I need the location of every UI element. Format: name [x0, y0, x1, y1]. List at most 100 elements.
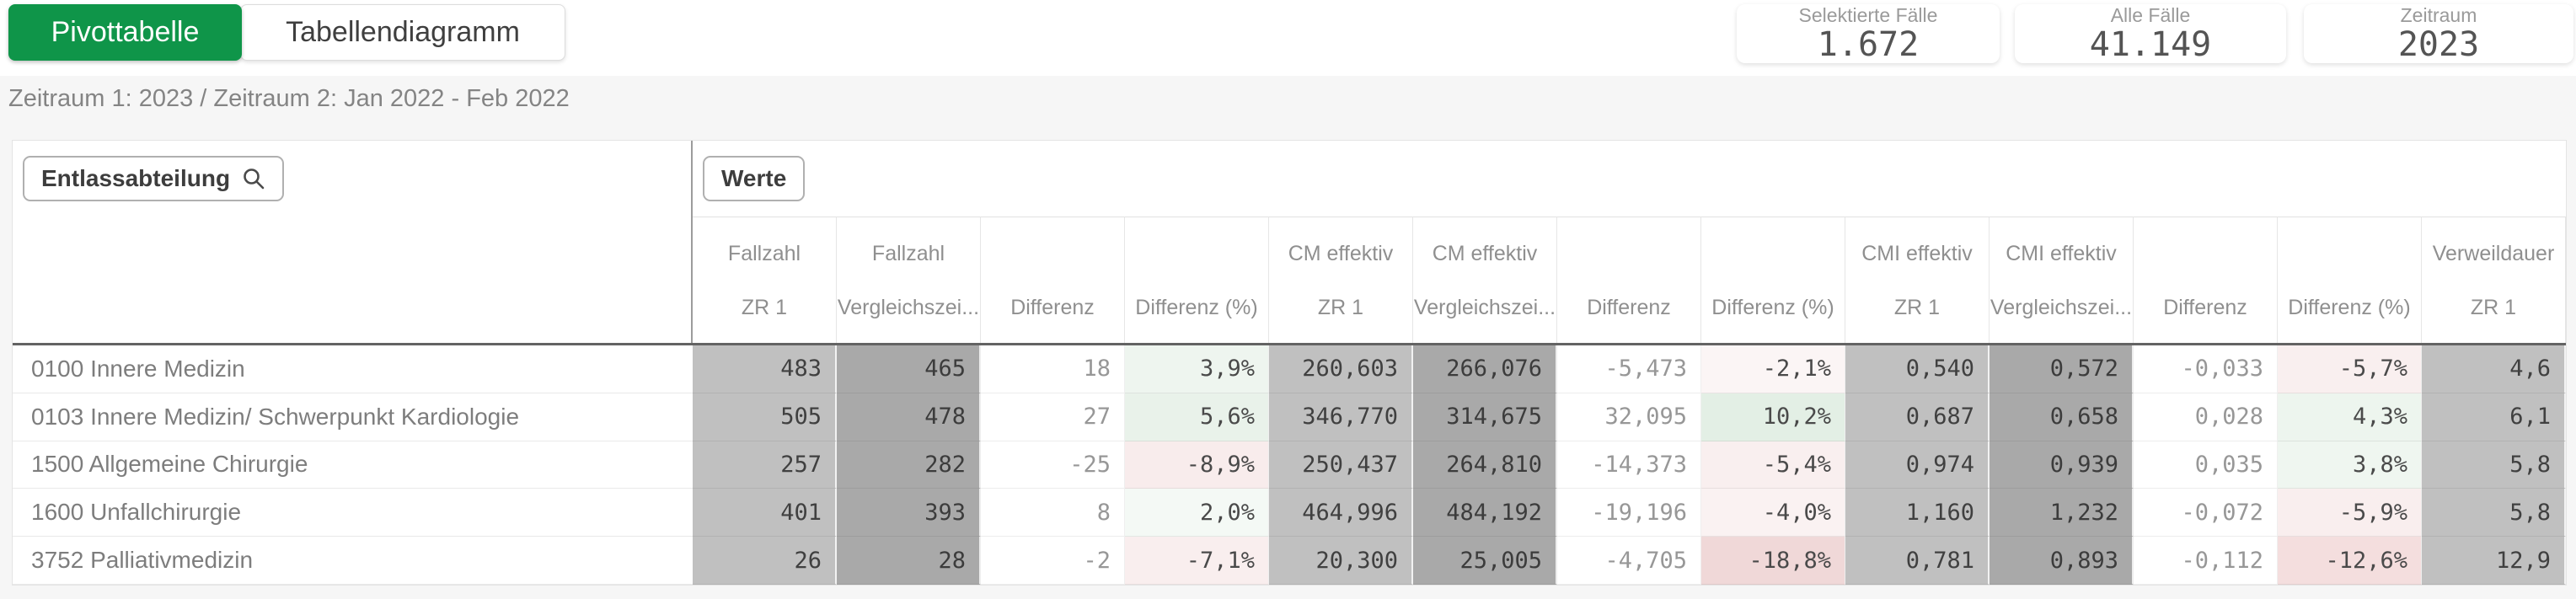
value-cell[interactable]: 1,160 [1845, 489, 1990, 537]
column-header-spacer [13, 217, 693, 343]
value-cell[interactable]: -2,1% [1701, 345, 1845, 393]
value-cell[interactable]: 250,437 [1269, 441, 1413, 489]
column-header[interactable]: Differenz [1557, 217, 1701, 343]
tab-bar: Pivottabelle Tabellendiagramm [8, 4, 565, 61]
value-cell[interactable]: 0,974 [1845, 441, 1990, 489]
column-header[interactable]: Differenz [981, 217, 1125, 343]
row-label[interactable]: 1500 Allgemeine Chirurgie [13, 441, 693, 489]
value-cell[interactable]: 25,005 [1413, 537, 1557, 585]
value-cell[interactable]: 483 [693, 345, 837, 393]
value-cell[interactable]: 346,770 [1269, 393, 1413, 441]
value-cell[interactable]: 478 [837, 393, 981, 441]
value-cell[interactable]: 6,1 [2422, 393, 2566, 441]
value-cell[interactable]: 314,675 [1413, 393, 1557, 441]
value-cell[interactable]: -0,033 [2134, 345, 2278, 393]
value-cell[interactable]: -25 [981, 441, 1125, 489]
pivot-table-panel: Entlassabteilung Werte Fallzahl ZR 1 Fallz… [12, 140, 2567, 586]
value-cell[interactable]: 0,781 [1845, 537, 1990, 585]
column-header[interactable]: Fallzahl ZR 1 [693, 217, 837, 343]
value-cell[interactable]: 3,9% [1125, 345, 1269, 393]
values-header-area: Werte [693, 141, 2566, 217]
value-cell[interactable]: 4,3% [2278, 393, 2422, 441]
value-cell[interactable]: 0,572 [1990, 345, 2134, 393]
value-cell[interactable]: 4,6 [2422, 345, 2566, 393]
value-cell[interactable]: 12,9 [2422, 537, 2566, 585]
value-cell[interactable]: 0,028 [2134, 393, 2278, 441]
value-cell[interactable]: -14,373 [1557, 441, 1701, 489]
value-cell[interactable]: -12,6% [2278, 537, 2422, 585]
row-label[interactable]: 3752 Palliativmedizin [13, 537, 693, 585]
value-cell[interactable]: -19,196 [1557, 489, 1701, 537]
value-cell[interactable]: 393 [837, 489, 981, 537]
value-cell[interactable]: -18,8% [1701, 537, 1845, 585]
value-cell[interactable]: 464,996 [1269, 489, 1413, 537]
kpi-alle-faelle: Alle Fälle 41.149 [2015, 4, 2286, 63]
value-cell[interactable]: -2 [981, 537, 1125, 585]
kpi-label: Alle Fälle [2110, 3, 2191, 26]
value-cell[interactable]: 0,687 [1845, 393, 1990, 441]
value-cell[interactable]: 257 [693, 441, 837, 489]
value-cell[interactable]: 5,8 [2422, 489, 2566, 537]
column-header[interactable]: Differenz (%) [1701, 217, 1845, 343]
column-header[interactable]: CMI effektiv ZR 1 [1845, 217, 1990, 343]
tab-pivottabelle[interactable]: Pivottabelle [8, 4, 242, 61]
row-label[interactable]: 0103 Innere Medizin/ Schwerpunkt Kardiol… [13, 393, 693, 441]
tab-tabellendiagramm[interactable]: Tabellendiagramm [240, 4, 565, 61]
value-cell[interactable]: -5,9% [2278, 489, 2422, 537]
value-cell[interactable]: -5,473 [1557, 345, 1701, 393]
value-cell[interactable]: 0,035 [2134, 441, 2278, 489]
value-cell[interactable]: 1,232 [1990, 489, 2134, 537]
column-header[interactable]: Fallzahl Vergleichszei... [837, 217, 981, 343]
value-cell[interactable]: 505 [693, 393, 837, 441]
value-cell[interactable]: 465 [837, 345, 981, 393]
column-header[interactable]: CMI effektiv Vergleichszei... [1990, 217, 2134, 343]
value-cell[interactable]: 0,893 [1990, 537, 2134, 585]
value-cell[interactable]: 18 [981, 345, 1125, 393]
value-cell[interactable]: 0,540 [1845, 345, 1990, 393]
column-header[interactable]: Differenz (%) [2278, 217, 2422, 343]
table-row: 0100 Innere Medizin 483 465 18 3,9% 260,603 26… [13, 345, 2566, 393]
value-cell[interactable]: 5,8 [2422, 441, 2566, 489]
column-header[interactable]: CM effektiv ZR 1 [1269, 217, 1413, 343]
value-cell[interactable]: 3,8% [2278, 441, 2422, 489]
kpi-value: 41.149 [2089, 24, 2212, 64]
kpi-selektierte-faelle: Selektierte Fälle 1.672 [1737, 4, 2000, 63]
value-cell[interactable]: -4,0% [1701, 489, 1845, 537]
value-cell[interactable]: 26 [693, 537, 837, 585]
value-cell[interactable]: 2,0% [1125, 489, 1269, 537]
column-header[interactable]: Differenz (%) [1125, 217, 1269, 343]
value-cell[interactable]: -0,112 [2134, 537, 2278, 585]
column-header[interactable]: Verweildauer ZR 1 [2422, 217, 2566, 343]
value-cell[interactable]: 0,658 [1990, 393, 2134, 441]
value-cell[interactable]: -7,1% [1125, 537, 1269, 585]
pivot-toolbar-row: Entlassabteilung Werte [13, 141, 2566, 217]
value-cell[interactable]: 401 [693, 489, 837, 537]
value-cell[interactable]: 32,095 [1557, 393, 1701, 441]
value-cell[interactable]: 282 [837, 441, 981, 489]
value-cell[interactable]: 10,2% [1701, 393, 1845, 441]
value-cell[interactable]: 0,939 [1990, 441, 2134, 489]
table-row: 1500 Allgemeine Chirurgie 257 282 -25 -8,9% 2… [13, 441, 2566, 489]
value-cell[interactable]: 266,076 [1413, 345, 1557, 393]
value-cell[interactable]: 27 [981, 393, 1125, 441]
value-cell[interactable]: -0,072 [2134, 489, 2278, 537]
dimension-header-area: Entlassabteilung [13, 141, 693, 217]
value-cell[interactable]: 260,603 [1269, 345, 1413, 393]
value-cell[interactable]: -5,4% [1701, 441, 1845, 489]
value-cell[interactable]: -4,705 [1557, 537, 1701, 585]
value-cell[interactable]: 484,192 [1413, 489, 1557, 537]
column-header[interactable]: Differenz [2134, 217, 2278, 343]
value-cell[interactable]: 28 [837, 537, 981, 585]
value-cell[interactable]: -8,9% [1125, 441, 1269, 489]
column-header[interactable]: CM effektiv Vergleichszei... [1413, 217, 1557, 343]
row-label[interactable]: 0100 Innere Medizin [13, 345, 693, 393]
values-header-button[interactable]: Werte [703, 156, 806, 201]
value-cell[interactable]: 5,6% [1125, 393, 1269, 441]
row-label[interactable]: 1600 Unfallchirurgie [13, 489, 693, 537]
value-cell[interactable]: 8 [981, 489, 1125, 537]
value-cell[interactable]: 20,300 [1269, 537, 1413, 585]
dimension-label: Entlassabteilung [41, 165, 231, 191]
value-cell[interactable]: -5,7% [2278, 345, 2422, 393]
value-cell[interactable]: 264,810 [1413, 441, 1557, 489]
dimension-filter-button[interactable]: Entlassabteilung [23, 156, 285, 201]
